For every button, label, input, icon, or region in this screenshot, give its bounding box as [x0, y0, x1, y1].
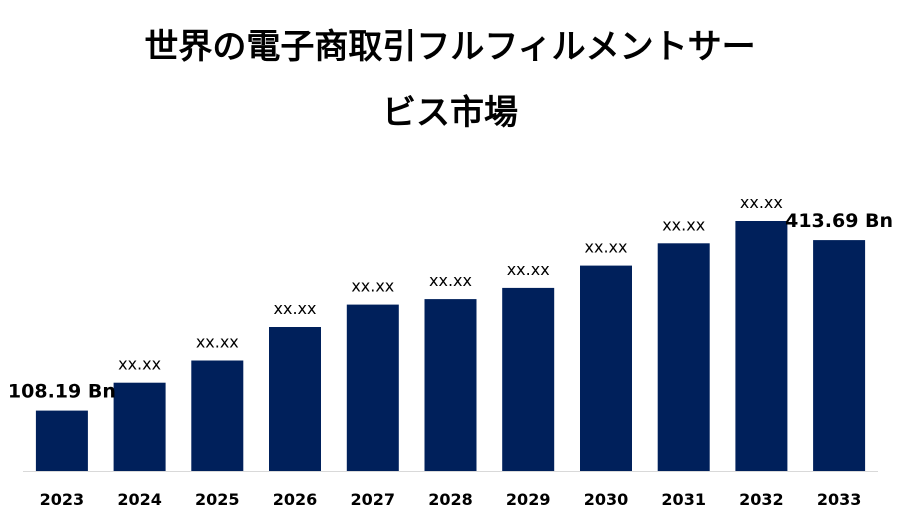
value-label-2028: xx.xx [429, 271, 472, 290]
bar-2032 [735, 221, 788, 471]
bar-2023 [35, 410, 88, 471]
bar-2026 [269, 327, 321, 471]
value-label-2029: xx.xx [507, 260, 550, 279]
value-label-2024: xx.xx [118, 355, 161, 374]
bar-2025 [191, 360, 244, 471]
value-label-2027: xx.xx [351, 277, 394, 296]
chart-title-line-2: ビス市場 [382, 93, 518, 133]
value-label-2023: 108.19 Bn [8, 381, 116, 403]
x-tick-label-2029: 2029 [506, 490, 551, 509]
bar-2027 [346, 304, 399, 471]
value-label-2033: 413.69 Bn [785, 210, 893, 232]
bar-2033 [813, 240, 866, 471]
x-tick-label-2027: 2027 [351, 490, 396, 509]
x-tick-label-2032: 2032 [739, 490, 784, 509]
value-label-2025: xx.xx [196, 333, 239, 352]
bars-group [35, 221, 866, 471]
bar-2030 [580, 265, 632, 471]
value-label-2032: xx.xx [740, 193, 783, 212]
bar-2024 [113, 382, 166, 471]
x-tick-label-2024: 2024 [117, 490, 162, 509]
chart-title-line-1: 世界の電子商取引フルフィルメントサー [144, 27, 756, 67]
x-tick-label-2023: 2023 [40, 490, 85, 509]
bar-2029 [502, 287, 555, 471]
x-tick-label-2028: 2028 [428, 490, 473, 509]
value-label-2031: xx.xx [662, 215, 705, 234]
value-label-2030: xx.xx [585, 238, 628, 257]
x-tick-label-2031: 2031 [661, 490, 706, 509]
x-tick-label-2025: 2025 [195, 490, 240, 509]
bar-2028 [424, 299, 477, 471]
x-tick-label-2033: 2033 [817, 490, 862, 509]
x-tick-label-2030: 2030 [584, 490, 629, 509]
x-tick-label-2026: 2026 [273, 490, 318, 509]
bar-2031 [657, 243, 710, 471]
x-tick-labels-group: 2023 2024 2025 2026 2027 2028 2029 2030 2031 2032… [40, 490, 862, 509]
value-label-2026: xx.xx [274, 299, 317, 318]
